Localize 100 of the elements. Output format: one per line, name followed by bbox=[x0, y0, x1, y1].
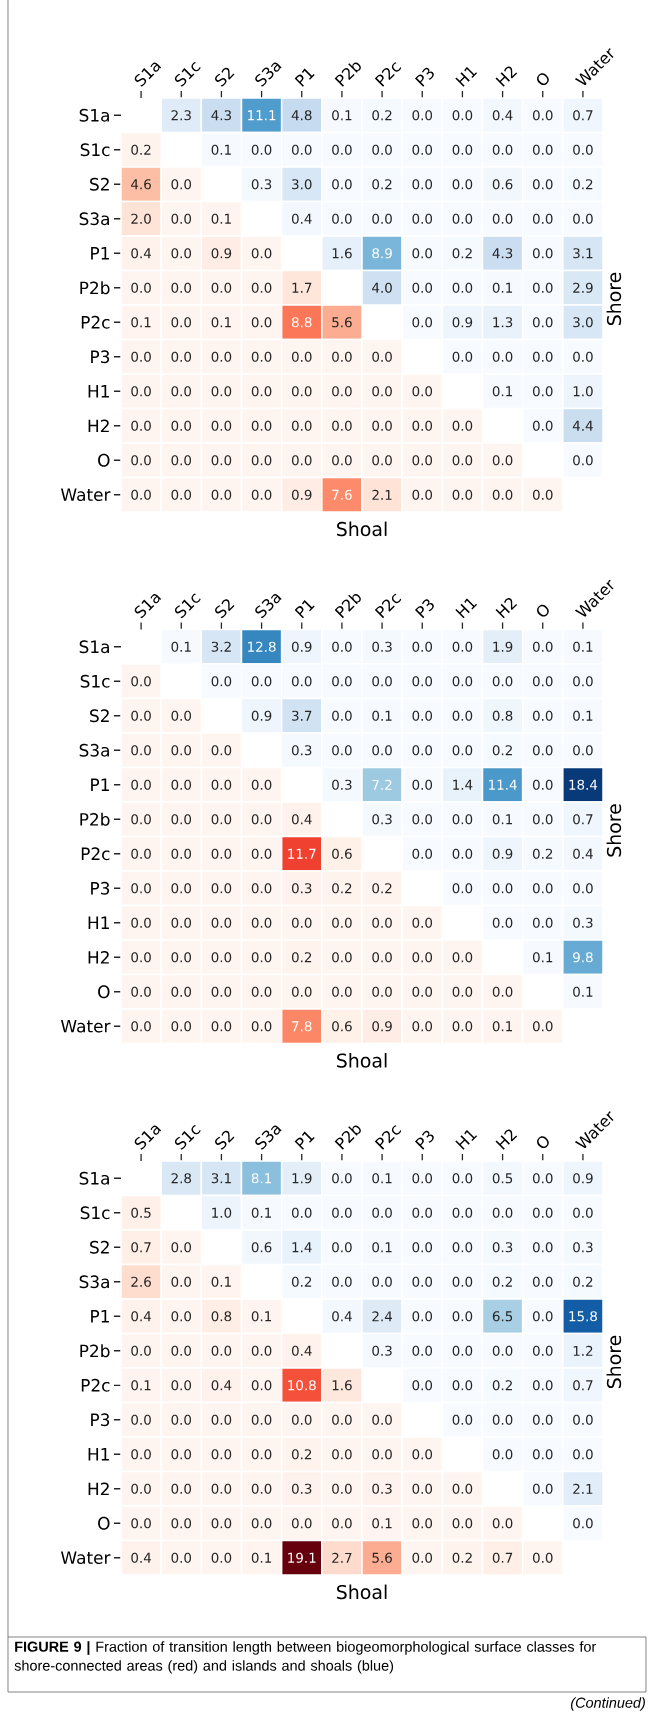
data-label: 0.0 bbox=[131, 917, 151, 928]
data-label: 0.0 bbox=[251, 986, 272, 997]
data-label: 0.0 bbox=[492, 1207, 513, 1218]
data-label: 0.0 bbox=[372, 144, 392, 155]
data-label: 0.2 bbox=[452, 248, 472, 259]
data-label: 3.7 bbox=[292, 710, 312, 721]
data-label: 0.0 bbox=[412, 710, 433, 721]
data-label: 0.0 bbox=[412, 1449, 433, 1460]
data-label: 11.1 bbox=[248, 110, 276, 121]
y-tick-label: H2 bbox=[88, 419, 109, 433]
data-label: 0.0 bbox=[171, 1449, 192, 1460]
data-label: 0.0 bbox=[211, 386, 232, 397]
data-label: 18.4 bbox=[569, 779, 598, 790]
data-label: 0.2 bbox=[291, 1276, 312, 1287]
data-label: 0.0 bbox=[211, 952, 232, 963]
data-label: 0.0 bbox=[251, 1345, 272, 1356]
data-label: 0.0 bbox=[291, 1414, 312, 1425]
y-tick-label: O bbox=[98, 1516, 110, 1530]
data-label: 0.0 bbox=[291, 676, 312, 687]
data-label: 1.6 bbox=[332, 1380, 352, 1391]
data-label: 0.0 bbox=[171, 1414, 192, 1425]
data-label: 6.5 bbox=[492, 1311, 513, 1322]
data-label: 0.0 bbox=[291, 986, 312, 997]
data-label: 0.0 bbox=[332, 745, 352, 756]
data-label: 0.6 bbox=[332, 1021, 352, 1032]
data-label: 0.0 bbox=[171, 710, 192, 721]
data-label: 1.6 bbox=[332, 248, 352, 259]
data-label: 0.0 bbox=[532, 1483, 553, 1494]
data-label: 0.0 bbox=[412, 420, 433, 431]
data-label: 0.2 bbox=[332, 883, 352, 894]
data-label: 0.3 bbox=[492, 1242, 513, 1253]
data-label: 0.1 bbox=[251, 1552, 272, 1563]
data-label: 0.5 bbox=[492, 1173, 513, 1184]
data-label: 0.4 bbox=[291, 1345, 312, 1356]
x-tick-label: H1 bbox=[455, 1129, 478, 1150]
data-label: 0.0 bbox=[412, 213, 433, 224]
data-label: 0.0 bbox=[412, 814, 433, 825]
data-label: 0.0 bbox=[332, 179, 352, 190]
data-label: 0.0 bbox=[332, 1449, 352, 1460]
data-label: 3.2 bbox=[211, 641, 231, 652]
data-label: 0.0 bbox=[532, 282, 553, 293]
data-label: 2.4 bbox=[372, 1311, 393, 1322]
data-label: 0.0 bbox=[332, 917, 352, 928]
data-label: 0.9 bbox=[211, 248, 232, 259]
x-tick-label: S1a bbox=[134, 594, 162, 619]
data-label: 0.0 bbox=[251, 1483, 272, 1494]
data-label: 0.0 bbox=[532, 641, 553, 652]
data-label: 0.0 bbox=[452, 455, 473, 466]
data-label: 0.0 bbox=[452, 986, 473, 997]
data-label: 0.0 bbox=[131, 676, 151, 687]
data-label: 0.0 bbox=[332, 1207, 352, 1218]
x-axis-title: Shoal bbox=[337, 1053, 387, 1068]
y-tick-label: O bbox=[98, 453, 110, 467]
data-label: 0.0 bbox=[372, 917, 392, 928]
data-label: 0.0 bbox=[251, 489, 272, 500]
data-label: 0.0 bbox=[171, 1311, 192, 1322]
data-label: 0.0 bbox=[211, 489, 232, 500]
data-label: 11.4 bbox=[489, 779, 517, 790]
data-label: 0.0 bbox=[452, 883, 473, 894]
data-label: 0.0 bbox=[131, 745, 151, 756]
data-label: 0.9 bbox=[452, 317, 473, 328]
data-label: 0.0 bbox=[452, 351, 473, 362]
data-label: 7.6 bbox=[332, 489, 352, 500]
data-label: 0.1 bbox=[251, 1311, 272, 1322]
data-label: 1.4 bbox=[453, 779, 473, 790]
data-label: 0.0 bbox=[171, 489, 192, 500]
y-axis-title: Shore bbox=[606, 804, 622, 857]
data-label: 0.0 bbox=[492, 489, 513, 500]
data-label: 0.0 bbox=[532, 489, 553, 500]
data-label: 0.4 bbox=[492, 110, 513, 121]
data-label: 0.1 bbox=[492, 282, 513, 293]
data-label: 0.0 bbox=[372, 1207, 392, 1218]
x-tick-label: S1c bbox=[174, 62, 201, 87]
data-label: 0.0 bbox=[171, 779, 192, 790]
x-tick-label: S1a bbox=[134, 62, 162, 87]
data-label: 0.0 bbox=[171, 745, 192, 756]
data-label: 0.0 bbox=[573, 745, 593, 756]
data-label: 0.0 bbox=[532, 179, 553, 190]
data-label: 2.1 bbox=[372, 489, 392, 500]
data-label: 0.0 bbox=[291, 455, 312, 466]
data-label: 0.1 bbox=[492, 814, 513, 825]
data-label: 0.0 bbox=[412, 1518, 433, 1529]
data-label: 0.0 bbox=[131, 386, 151, 397]
y-tick-label: Water bbox=[60, 488, 111, 502]
x-tick-label: O bbox=[537, 73, 549, 86]
data-label: 0.1 bbox=[131, 1380, 151, 1391]
x-tick-label: P2c bbox=[374, 1125, 402, 1150]
data-label: 0.0 bbox=[332, 676, 352, 687]
data-label: 0.0 bbox=[171, 952, 192, 963]
data-label: 0.3 bbox=[573, 917, 593, 928]
data-label: 0.6 bbox=[492, 179, 513, 190]
data-label: 0.0 bbox=[412, 1483, 433, 1494]
data-label: 0.0 bbox=[452, 1380, 473, 1391]
data-label: 0.0 bbox=[251, 144, 272, 155]
data-label: 0.3 bbox=[372, 1345, 392, 1356]
data-label: 0.0 bbox=[211, 1345, 232, 1356]
data-label: 0.0 bbox=[131, 1345, 151, 1356]
x-tick-label: S1a bbox=[134, 1125, 162, 1150]
data-label: 0.0 bbox=[211, 1449, 232, 1460]
data-label: 0.0 bbox=[412, 779, 433, 790]
